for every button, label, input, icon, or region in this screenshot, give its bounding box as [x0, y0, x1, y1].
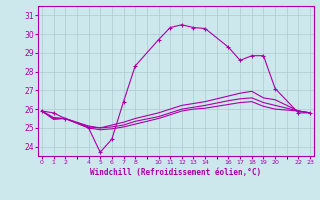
X-axis label: Windchill (Refroidissement éolien,°C): Windchill (Refroidissement éolien,°C)	[91, 168, 261, 177]
